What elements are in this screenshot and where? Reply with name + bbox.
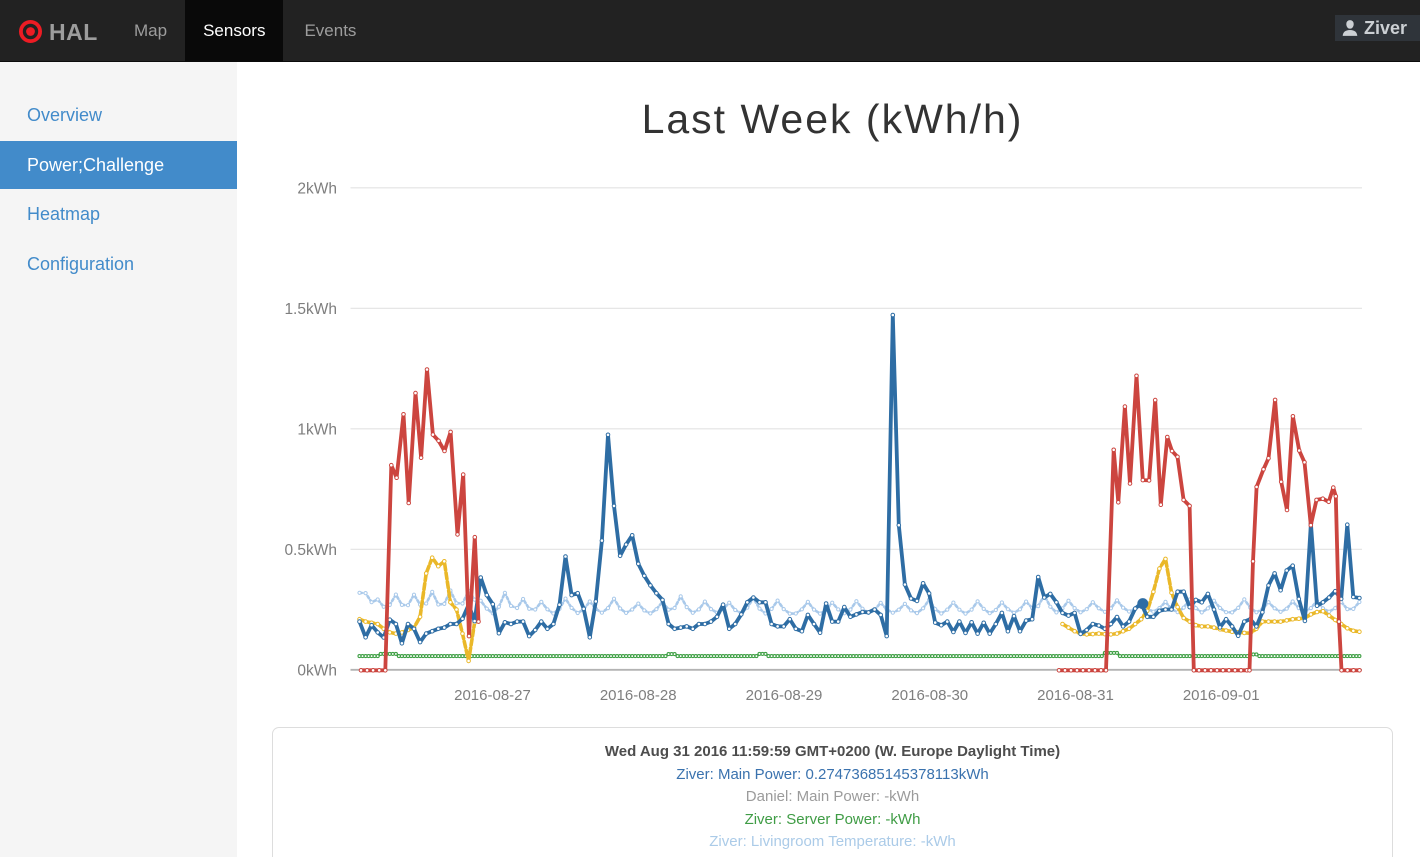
svg-text:2016-08-29: 2016-08-29	[746, 687, 823, 704]
svg-text:2016-08-28: 2016-08-28	[600, 687, 677, 704]
svg-text:0kWh: 0kWh	[297, 662, 337, 679]
svg-text:0.5kWh: 0.5kWh	[284, 542, 337, 559]
svg-text:1.5kWh: 1.5kWh	[284, 301, 337, 318]
svg-text:2016-09-01: 2016-09-01	[1183, 687, 1260, 704]
svg-text:2016-08-27: 2016-08-27	[454, 687, 531, 704]
svg-text:2016-08-31: 2016-08-31	[1037, 687, 1114, 704]
svg-text:2016-08-30: 2016-08-30	[891, 687, 968, 704]
svg-text:1kWh: 1kWh	[297, 421, 337, 438]
svg-text:2kWh: 2kWh	[297, 180, 337, 197]
